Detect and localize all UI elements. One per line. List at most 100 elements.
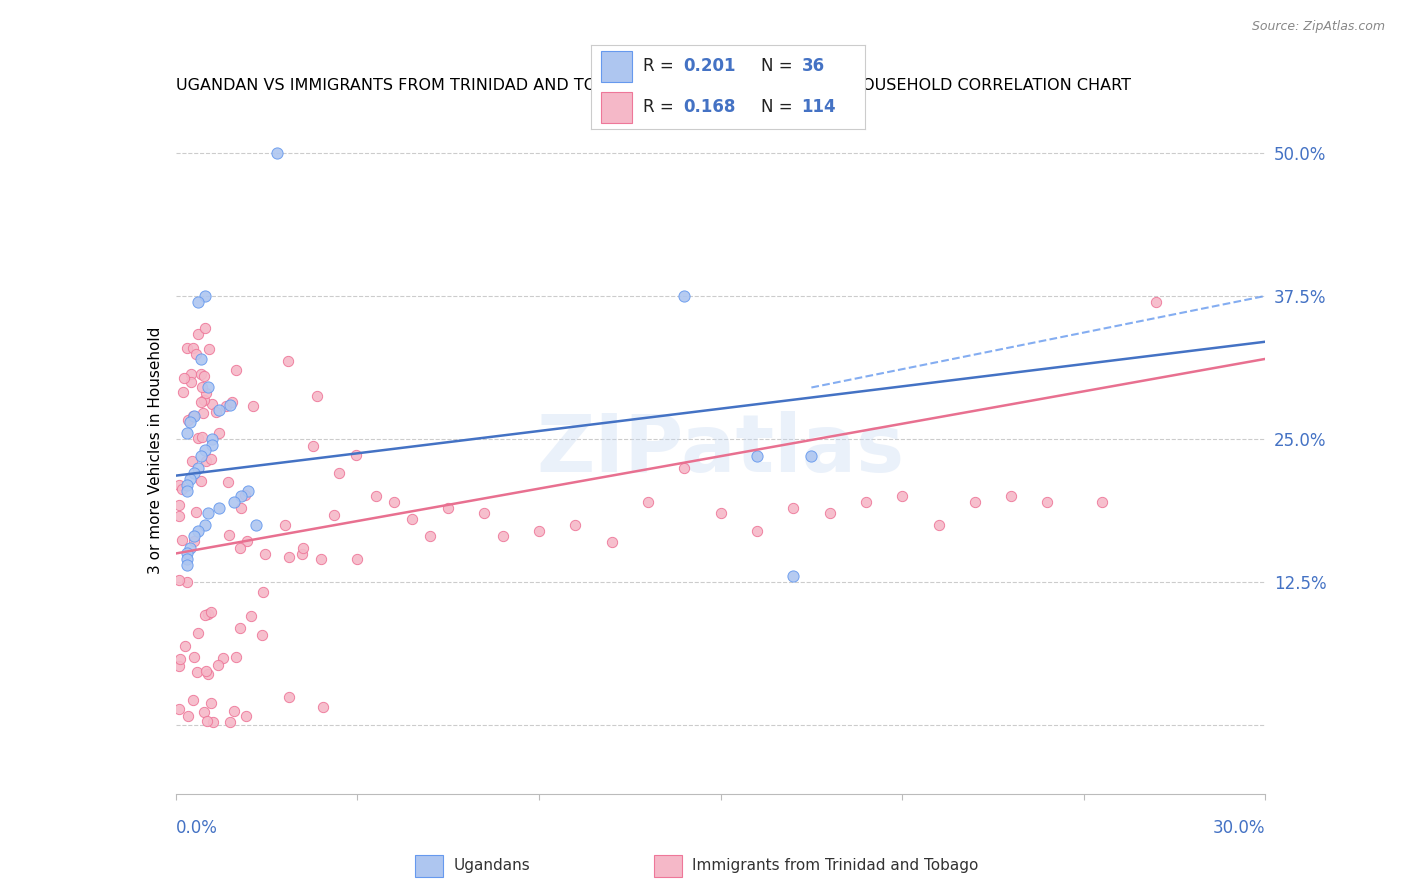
Point <box>228 621 250 635</box>
Point <box>207 658 229 673</box>
Point <box>187 625 209 640</box>
Point <box>190 367 212 381</box>
Point <box>201 397 224 411</box>
Point <box>200 451 222 466</box>
Point <box>186 524 209 538</box>
Point <box>307 389 329 403</box>
Point <box>194 517 217 532</box>
Point <box>197 380 219 394</box>
Point <box>673 289 696 303</box>
Point <box>186 460 209 475</box>
Point <box>186 505 208 519</box>
Point <box>186 665 208 679</box>
Point <box>176 483 198 498</box>
Point <box>855 495 877 509</box>
Point <box>242 399 264 413</box>
Point <box>183 529 205 543</box>
FancyBboxPatch shape <box>654 855 682 877</box>
Text: 0.201: 0.201 <box>683 57 737 75</box>
Point <box>195 714 218 728</box>
Point <box>212 650 235 665</box>
Point <box>963 495 986 509</box>
Point <box>194 665 217 679</box>
Y-axis label: 3 or more Vehicles in Household: 3 or more Vehicles in Household <box>148 326 163 574</box>
Point <box>197 507 219 521</box>
Point <box>176 478 198 492</box>
Point <box>208 500 231 515</box>
Point <box>1000 489 1022 503</box>
Point <box>278 690 301 705</box>
Point <box>176 575 198 590</box>
Point <box>437 500 460 515</box>
Point <box>274 517 297 532</box>
Point <box>1146 294 1168 309</box>
Point <box>564 517 586 532</box>
Point <box>818 507 841 521</box>
Point <box>346 552 368 566</box>
Point <box>172 533 194 547</box>
Text: 36: 36 <box>801 57 825 75</box>
Point <box>179 415 201 429</box>
Point <box>176 341 198 355</box>
Point <box>323 508 346 522</box>
Point <box>382 495 405 509</box>
Point <box>474 507 496 521</box>
Point <box>291 547 314 561</box>
Point <box>301 439 323 453</box>
Text: 0.168: 0.168 <box>683 98 737 116</box>
Point <box>197 607 219 622</box>
Point <box>177 709 200 723</box>
Point <box>194 289 217 303</box>
Point <box>238 483 260 498</box>
Point <box>197 666 219 681</box>
Point <box>208 426 231 441</box>
Point <box>710 507 733 521</box>
Point <box>205 405 228 419</box>
Point <box>266 145 288 160</box>
Point <box>231 489 253 503</box>
Point <box>311 700 333 714</box>
Point <box>184 347 207 361</box>
Point <box>200 696 222 710</box>
Point <box>169 574 191 588</box>
Point <box>180 375 202 389</box>
Point <box>221 394 243 409</box>
Point <box>782 569 804 583</box>
Point <box>181 692 204 706</box>
Point <box>231 501 253 516</box>
Point <box>173 371 195 385</box>
Point <box>193 368 215 383</box>
Point <box>195 454 218 468</box>
Point <box>179 368 201 382</box>
Text: N =: N = <box>761 57 797 75</box>
Point <box>194 608 217 623</box>
Point <box>190 449 212 463</box>
Point <box>745 524 768 538</box>
Point <box>169 508 191 523</box>
Point <box>492 529 515 543</box>
Point <box>745 449 768 463</box>
Text: N =: N = <box>761 98 797 116</box>
Point <box>187 431 209 445</box>
Point <box>174 639 197 653</box>
Point <box>891 489 914 503</box>
Point <box>169 498 191 512</box>
Point <box>183 534 205 549</box>
Text: R =: R = <box>643 98 679 116</box>
Point <box>215 399 238 413</box>
Point <box>225 650 247 665</box>
Point <box>183 409 205 424</box>
Point <box>190 430 212 444</box>
Text: UGANDAN VS IMMIGRANTS FROM TRINIDAD AND TOBAGO 3 OR MORE VEHICLES IN HOUSEHOLD C: UGANDAN VS IMMIGRANTS FROM TRINIDAD AND … <box>176 78 1130 94</box>
Point <box>190 351 212 366</box>
Point <box>236 533 259 548</box>
Point <box>637 495 659 509</box>
Text: ZIPatlas: ZIPatlas <box>537 411 904 490</box>
FancyBboxPatch shape <box>602 52 631 82</box>
Point <box>600 535 623 549</box>
Point <box>291 541 314 555</box>
Point <box>328 467 350 481</box>
Point <box>202 715 225 730</box>
Point <box>200 606 222 620</box>
Point <box>176 546 198 561</box>
